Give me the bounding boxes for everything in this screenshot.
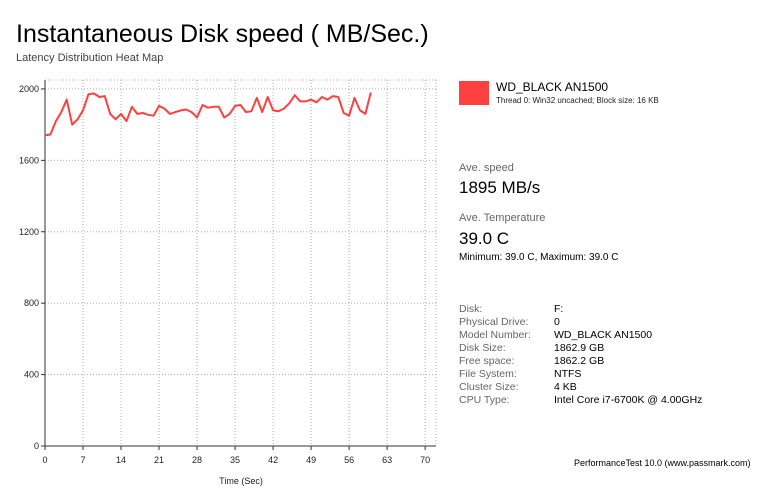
x-tick-label: 56 [344, 455, 354, 465]
info-value: 1862.9 GB [554, 342, 605, 354]
info-label: Free space: [459, 355, 515, 367]
x-tick-label: 28 [192, 455, 202, 465]
x-tick-label: 70 [420, 455, 430, 465]
y-axis-ticks: 0 400 800 1200 1600 2000 [19, 84, 39, 451]
info-value: 1862.2 GB [554, 355, 605, 367]
series-line-1 [44, 92, 372, 137]
x-tick-label: 49 [306, 455, 316, 465]
info-value: 4 KB [554, 381, 577, 393]
x-tick-label: 14 [116, 455, 126, 465]
info-value: F: [554, 303, 564, 315]
avg-speed-value: 1895 MB/s [459, 178, 541, 197]
info-label: Disk Size: [459, 342, 506, 354]
y-tick-label: 800 [24, 298, 39, 308]
avg-temp-value: 39.0 C [459, 229, 510, 248]
x-tick-label: 35 [230, 455, 240, 465]
x-tick-label: 21 [154, 455, 164, 465]
info-value: Intel Core i7-6700K @ 4.00GHz [554, 394, 703, 406]
chart-grid [45, 79, 437, 446]
info-label: Disk: [459, 303, 483, 315]
chart-axes [41, 80, 436, 450]
x-axis-title: Time (Sec) [219, 476, 263, 486]
legend-series-detail: Thread 0: Win32 uncached; Block size: 16… [496, 96, 659, 105]
info-label: Physical Drive: [459, 316, 529, 328]
avg-temp-label: Ave. Temperature [459, 212, 546, 224]
y-tick-label: 1200 [19, 227, 39, 237]
temp-range: Minimum: 39.0 C, Maximum: 39.0 C [459, 252, 619, 263]
y-tick-label: 2000 [19, 84, 39, 94]
legend-swatch [459, 81, 489, 105]
chart-series [44, 92, 372, 137]
info-value: WD_BLACK AN1500 [554, 329, 653, 341]
info-label: CPU Type: [459, 394, 510, 406]
x-tick-label: 63 [382, 455, 392, 465]
info-value: 0 [554, 316, 560, 328]
info-label: File System: [459, 368, 517, 380]
chart-title: Instantaneous Disk speed ( MB/Sec.) [16, 20, 429, 48]
y-tick-label: 0 [34, 441, 39, 451]
x-tick-label: 0 [42, 455, 47, 465]
info-label: Cluster Size: [459, 381, 519, 393]
x-tick-label: 7 [81, 455, 86, 465]
avg-speed-label: Ave. speed [459, 162, 514, 174]
info-value: NTFS [554, 368, 582, 380]
info-label: Model Number: [459, 329, 531, 341]
x-axis-ticks: 0 7 14 21 28 35 42 49 56 63 70 [42, 455, 430, 465]
footer-credit: PerformanceTest 10.0 (www.passmark.com) [574, 458, 751, 468]
y-tick-label: 1600 [19, 155, 39, 165]
y-tick-label: 400 [24, 370, 39, 380]
x-tick-label: 42 [268, 455, 278, 465]
chart-subtitle: Latency Distribution Heat Map [16, 52, 164, 64]
legend-series-name: WD_BLACK AN1500 [496, 80, 609, 94]
